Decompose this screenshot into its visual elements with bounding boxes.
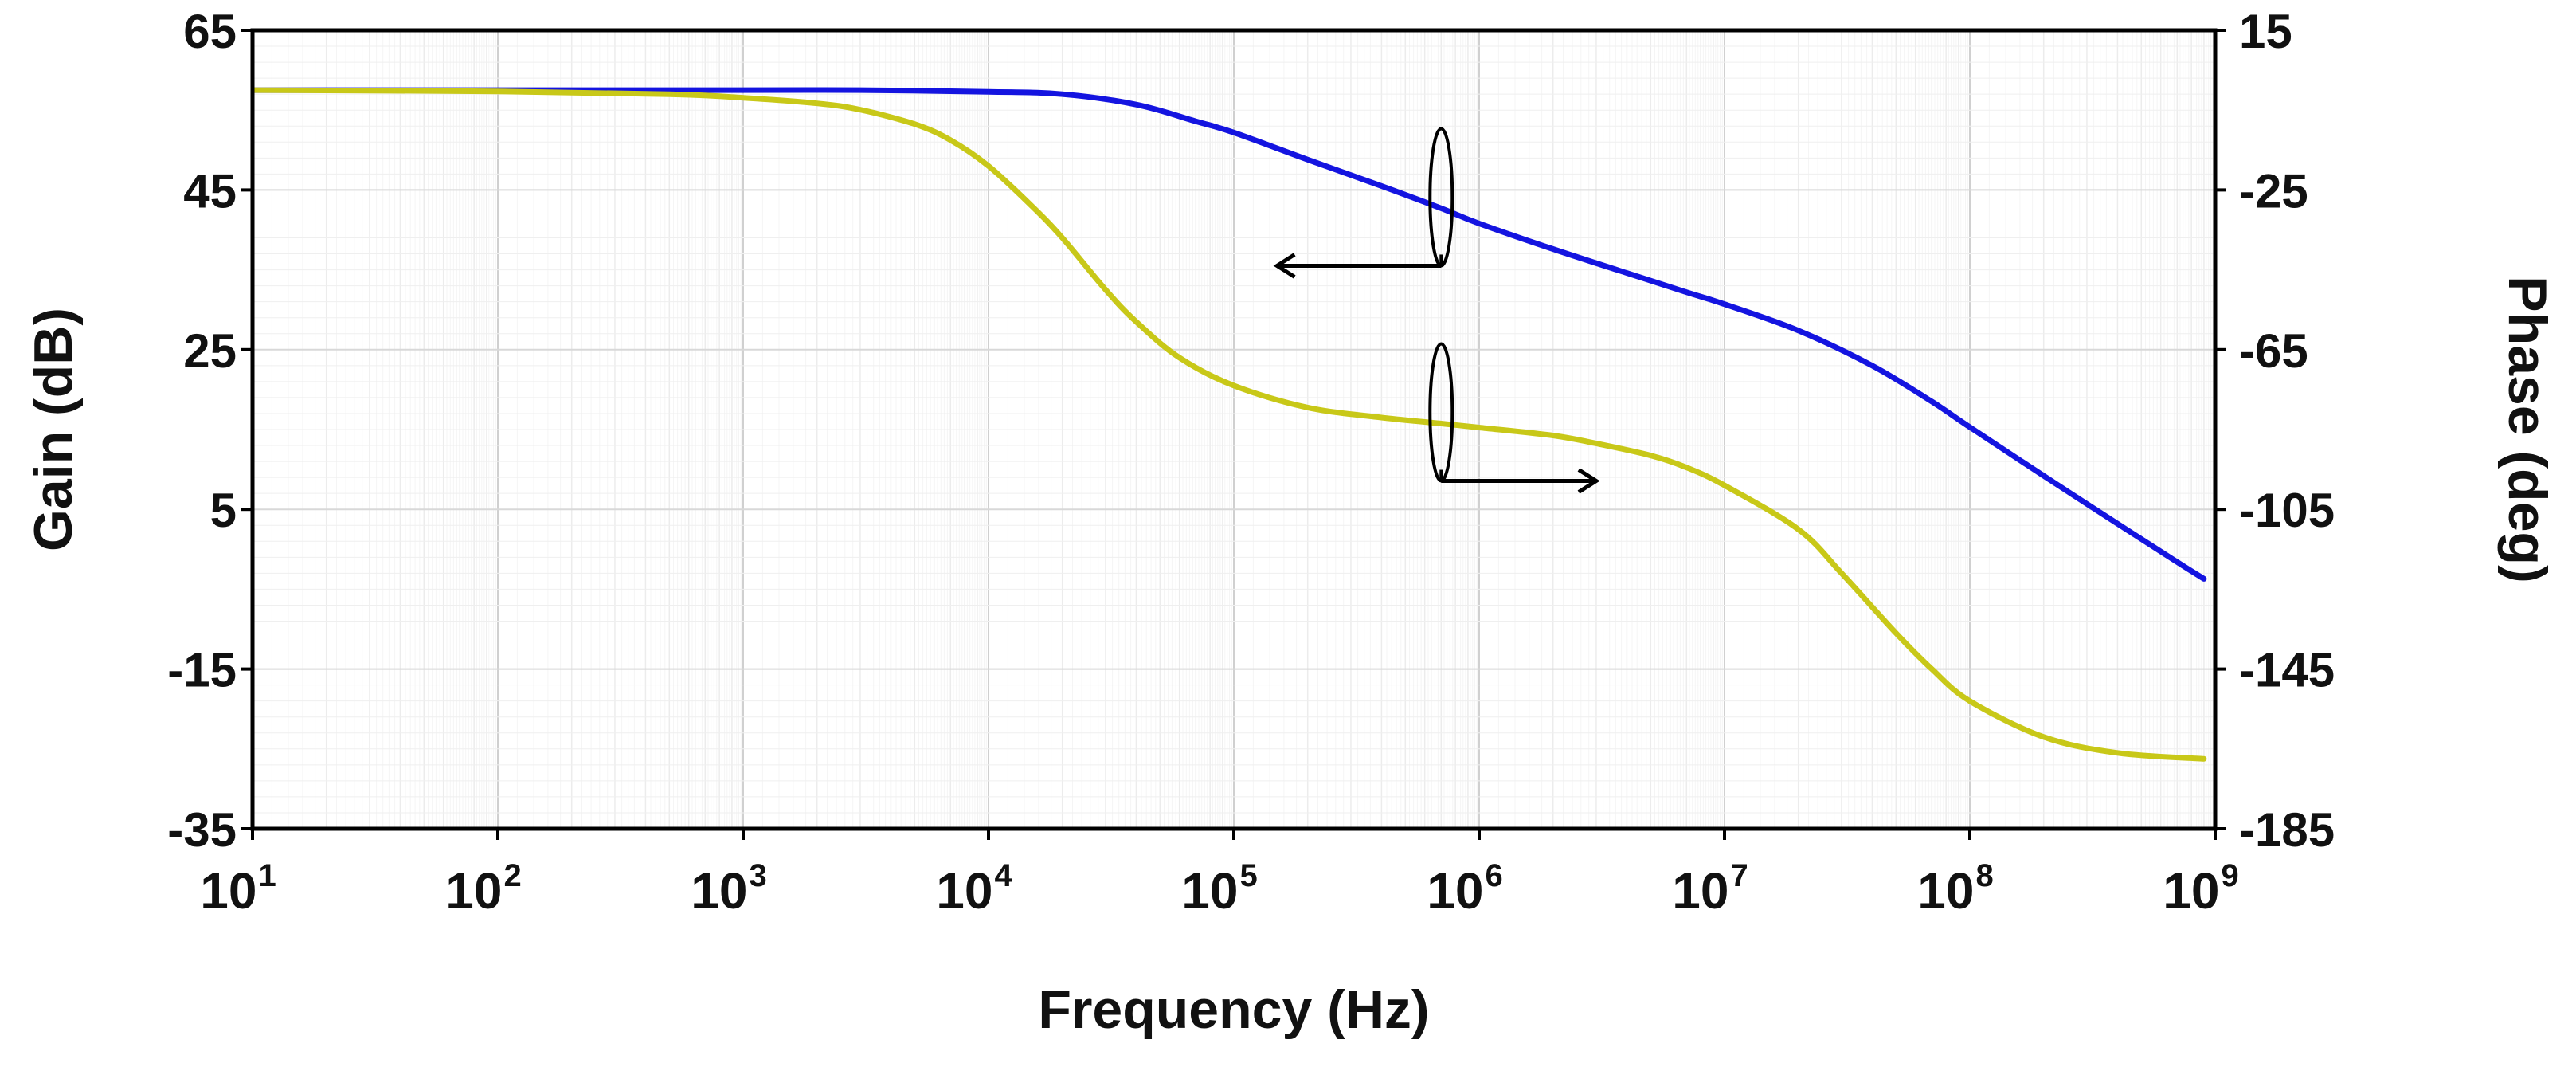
y-tick-label: 5 — [210, 484, 237, 537]
x-tick-label-exponent: 1 — [258, 858, 276, 893]
y-tick-label: -35 — [167, 803, 237, 857]
axis-indicator-gain — [1273, 127, 1454, 279]
x-tick-label-exponent: 7 — [1730, 858, 1748, 893]
y-tick-label: -15 — [167, 644, 237, 697]
y2-tick-label: -185 — [2239, 803, 2335, 857]
x-tick-label-base: 10 — [1672, 862, 1728, 920]
x-tick-label: 105 — [1181, 858, 1257, 920]
x-tick-label: 103 — [691, 858, 766, 920]
y2-tick-label: -105 — [2239, 484, 2335, 537]
y2-tick-label: -145 — [2239, 644, 2335, 697]
x-tick-label-exponent: 2 — [503, 858, 521, 893]
y2-tick-label: 15 — [2239, 5, 2292, 58]
x-tick-label-base: 10 — [936, 862, 992, 920]
x-tick-label-base: 10 — [1181, 862, 1238, 920]
series-layer — [253, 87, 2207, 762]
indicator-arrow-head — [1273, 253, 1296, 279]
x-tick-label: 101 — [200, 858, 276, 920]
x-axis-title: Frequency (Hz) — [1038, 979, 1429, 1040]
axis-indicator-phase — [1428, 342, 1600, 494]
series-line-phase — [253, 87, 2207, 762]
x-tick-label-base: 10 — [691, 862, 747, 920]
x-tick-label-base: 10 — [445, 862, 502, 920]
y-tick-label: 45 — [183, 164, 237, 218]
x-tick-label-base: 10 — [2163, 862, 2219, 920]
x-tick-label-exponent: 5 — [1239, 858, 1257, 893]
series-line-gain — [253, 87, 2207, 582]
y-axis-title: Gain (dB) — [23, 308, 84, 551]
y2-tick-label: -65 — [2239, 324, 2308, 378]
x-tick-label: 104 — [936, 858, 1012, 920]
indicator-arrow-head — [1577, 468, 1600, 494]
x-tick-label: 108 — [1917, 858, 1993, 920]
x-tick-label-exponent: 6 — [1485, 858, 1502, 893]
x-tick-label: 107 — [1672, 858, 1748, 920]
x-tick-label-exponent: 4 — [994, 858, 1012, 893]
ticks-layer — [241, 29, 2226, 840]
x-tick-label: 106 — [1427, 858, 1502, 920]
x-tick-label-exponent: 9 — [2221, 858, 2238, 893]
x-tick-label-base: 10 — [1427, 862, 1483, 920]
x-tick-label-exponent: 8 — [1975, 858, 1993, 893]
x-tick-label: 102 — [445, 858, 521, 920]
x-tick-label-exponent: 3 — [749, 858, 766, 893]
x-tick-label-base: 10 — [200, 862, 256, 920]
y-tick-label: 25 — [183, 324, 237, 378]
y-tick-label: 65 — [183, 5, 237, 58]
y2-axis-title: Phase (deg) — [2497, 276, 2558, 583]
x-tick-label-base: 10 — [1917, 862, 1974, 920]
y2-tick-label: -25 — [2239, 164, 2308, 218]
x-tick-label: 109 — [2163, 858, 2238, 920]
annotations-layer — [1273, 127, 1600, 494]
